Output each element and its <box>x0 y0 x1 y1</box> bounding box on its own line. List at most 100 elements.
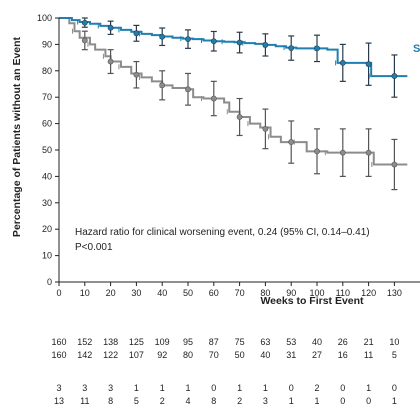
risk-table-cell: 27 <box>312 350 322 360</box>
risk-table-cell: 122 <box>103 350 118 360</box>
ci-point-blue <box>339 59 346 66</box>
risk-table-cell: 160 <box>51 337 66 347</box>
ci-point-gray <box>339 149 346 156</box>
risk-table-cell: 13 <box>54 396 64 406</box>
x-tick-label: 90 <box>286 288 296 298</box>
x-axis-title: Weeks to First Event <box>260 295 364 307</box>
ci-point-blue <box>159 33 166 40</box>
x-tick-label: 0 <box>56 288 61 298</box>
risk-table-cell: 109 <box>155 337 170 347</box>
risk-table-cell: 0 <box>211 383 216 393</box>
risk-table-cell: 80 <box>183 350 193 360</box>
ci-point-blue <box>210 38 217 45</box>
ci-point-blue <box>262 42 269 48</box>
risk-table-cell: 8 <box>211 396 216 406</box>
risk-table-cell: 5 <box>392 350 397 360</box>
ci-point-blue <box>81 19 88 26</box>
risk-table-cell: 53 <box>286 337 296 347</box>
ci-point-gray <box>391 161 398 168</box>
risk-table-cell: 160 <box>51 350 66 360</box>
plot-area <box>59 17 408 191</box>
x-tick-label: 80 <box>260 288 270 298</box>
risk-table-cell: 107 <box>129 350 144 360</box>
y-tick-label: 70 <box>42 92 52 102</box>
risk-table-cell: 75 <box>235 337 245 347</box>
risk-table-cell: 1 <box>263 383 268 393</box>
risk-table-cell: 8 <box>108 396 113 406</box>
ci-point-gray <box>262 125 269 132</box>
risk-table-cell: 2 <box>237 396 242 406</box>
risk-table-cell: 0 <box>340 396 345 406</box>
y-axis-title: Percentage of Patients without an Event <box>11 36 23 237</box>
risk-table-cell: 125 <box>129 337 144 347</box>
risk-table-cell: 70 <box>209 350 219 360</box>
risk-table-cell: 138 <box>103 337 118 347</box>
risk-table-cell: 152 <box>77 337 92 347</box>
ci-point-gray <box>185 86 191 93</box>
ci-point-blue <box>365 61 372 68</box>
risk-table-cell: 1 <box>160 383 165 393</box>
y-tick-label: 0 <box>47 277 52 287</box>
ci-point-blue <box>314 45 320 52</box>
risk-table-cell: 10 <box>389 337 399 347</box>
risk-table-cell: 0 <box>392 383 397 393</box>
x-tick-label: 30 <box>131 288 141 298</box>
risk-table-cell: 26 <box>338 337 348 347</box>
y-tick-label: 40 <box>42 171 52 181</box>
axes: 0 10 20 30 40 50 60 70 80 90 100 0 10 20 30 40 50 60 70 80 9… <box>37 13 420 298</box>
risk-table-cell: 11 <box>80 396 89 406</box>
risk-table-cell: 142 <box>77 350 92 360</box>
x-tick-label: 100 <box>309 288 324 298</box>
ci-point-blue <box>133 30 140 37</box>
x-tick-label: 20 <box>106 288 116 298</box>
ci-point-blue <box>288 45 295 51</box>
y-tick-label: 20 <box>42 224 52 234</box>
x-tick-label: 50 <box>183 288 193 298</box>
y-tick-label: 90 <box>42 39 52 49</box>
y-tick-label: 80 <box>42 66 52 76</box>
risk-table-cell: 3 <box>108 383 113 393</box>
risk-table-cell: 1 <box>289 396 294 406</box>
x-tick-label: 130 <box>387 288 402 298</box>
risk-table-cell: 31 <box>286 350 296 360</box>
risk-table-cell: 63 <box>260 337 270 347</box>
y-tick-label: 30 <box>42 198 52 208</box>
risk-table-cell: 40 <box>260 350 270 360</box>
risk-table-cell: 1 <box>134 383 139 393</box>
ci-point-blue <box>236 39 243 46</box>
ci-point-gray <box>159 82 166 89</box>
ci-point-gray <box>236 114 243 120</box>
risk-table-cell: 95 <box>183 337 193 347</box>
ci-point-gray <box>107 58 114 65</box>
risk-table-cell: 16 <box>338 350 348 360</box>
y-tick-label: 50 <box>42 145 52 155</box>
risk-table-cell: 92 <box>157 350 167 360</box>
risk-table-cell: 4 <box>185 396 190 406</box>
hazard-ratio-annotation: Hazard ratio for clinical worsening even… <box>75 227 370 238</box>
risk-table-cell: 5 <box>134 396 139 406</box>
risk-table-cell: 3 <box>263 396 268 406</box>
risk-table-cell: 2 <box>314 383 319 393</box>
ci-point-blue <box>185 36 191 43</box>
y-tick-label: 10 <box>42 251 52 261</box>
x-tick-label: 60 <box>209 288 219 298</box>
risk-table-cell: 0 <box>289 383 294 393</box>
risk-table-cell: 21 <box>364 337 374 347</box>
x-tick-label: 40 <box>157 288 167 298</box>
ci-point-gray <box>210 95 217 102</box>
risk-table-cell: 50 <box>235 350 245 360</box>
risk-table-cell: 11 <box>364 350 373 360</box>
series-label-blue: S <box>413 43 420 55</box>
x-tick-label: 110 <box>336 288 350 298</box>
risk-table-cell: 1 <box>366 383 371 393</box>
x-tick-label: 70 <box>235 288 245 298</box>
ci-point-gray <box>133 71 140 78</box>
risk-table-cell: 2 <box>160 396 165 406</box>
ci-point-gray <box>81 37 88 44</box>
risk-table-cell: 87 <box>209 337 219 347</box>
y-tick-label: 100 <box>37 13 52 23</box>
ci-point-gray <box>288 139 295 145</box>
risk-table-cell: 3 <box>56 383 61 393</box>
